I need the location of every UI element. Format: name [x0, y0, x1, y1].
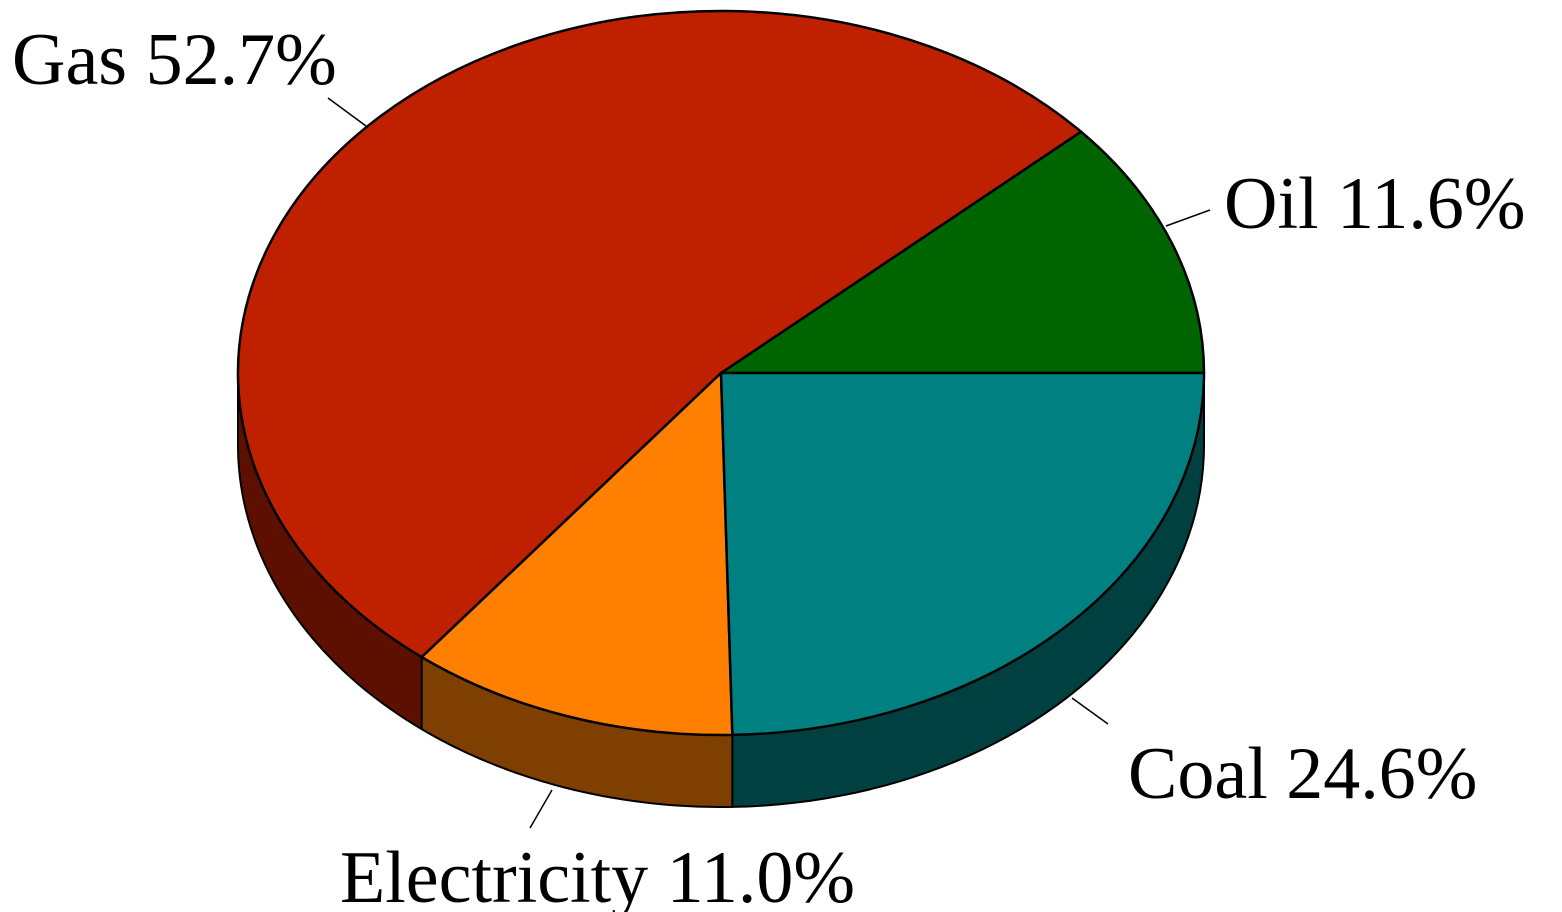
- slice-label-electricity: Electricity 11.0%: [340, 837, 855, 912]
- leader-line-electricity: [529, 789, 553, 829]
- leader-line-oil: [1165, 209, 1211, 227]
- pie-slice-gas: [236, 9, 1083, 659]
- slice-label-gas: Gas 52.7%: [12, 19, 337, 101]
- slice-label-coal: Coal 24.6%: [1128, 733, 1477, 815]
- leader-line-gas: [327, 97, 367, 127]
- pie-slice-oil: [719, 130, 1206, 375]
- slice-labels: Oil 11.6% Gas 52.7% Electricity 11.0% Coal …: [12, 19, 1525, 912]
- leader-lines: [327, 97, 1211, 829]
- pie-slice-coal: [719, 371, 1206, 737]
- slice-label-oil: Oil 11.6%: [1224, 163, 1525, 245]
- leader-line-coal: [1071, 697, 1109, 725]
- pie-tops: [236, 9, 1206, 737]
- pie-slice-electricity: [420, 371, 734, 737]
